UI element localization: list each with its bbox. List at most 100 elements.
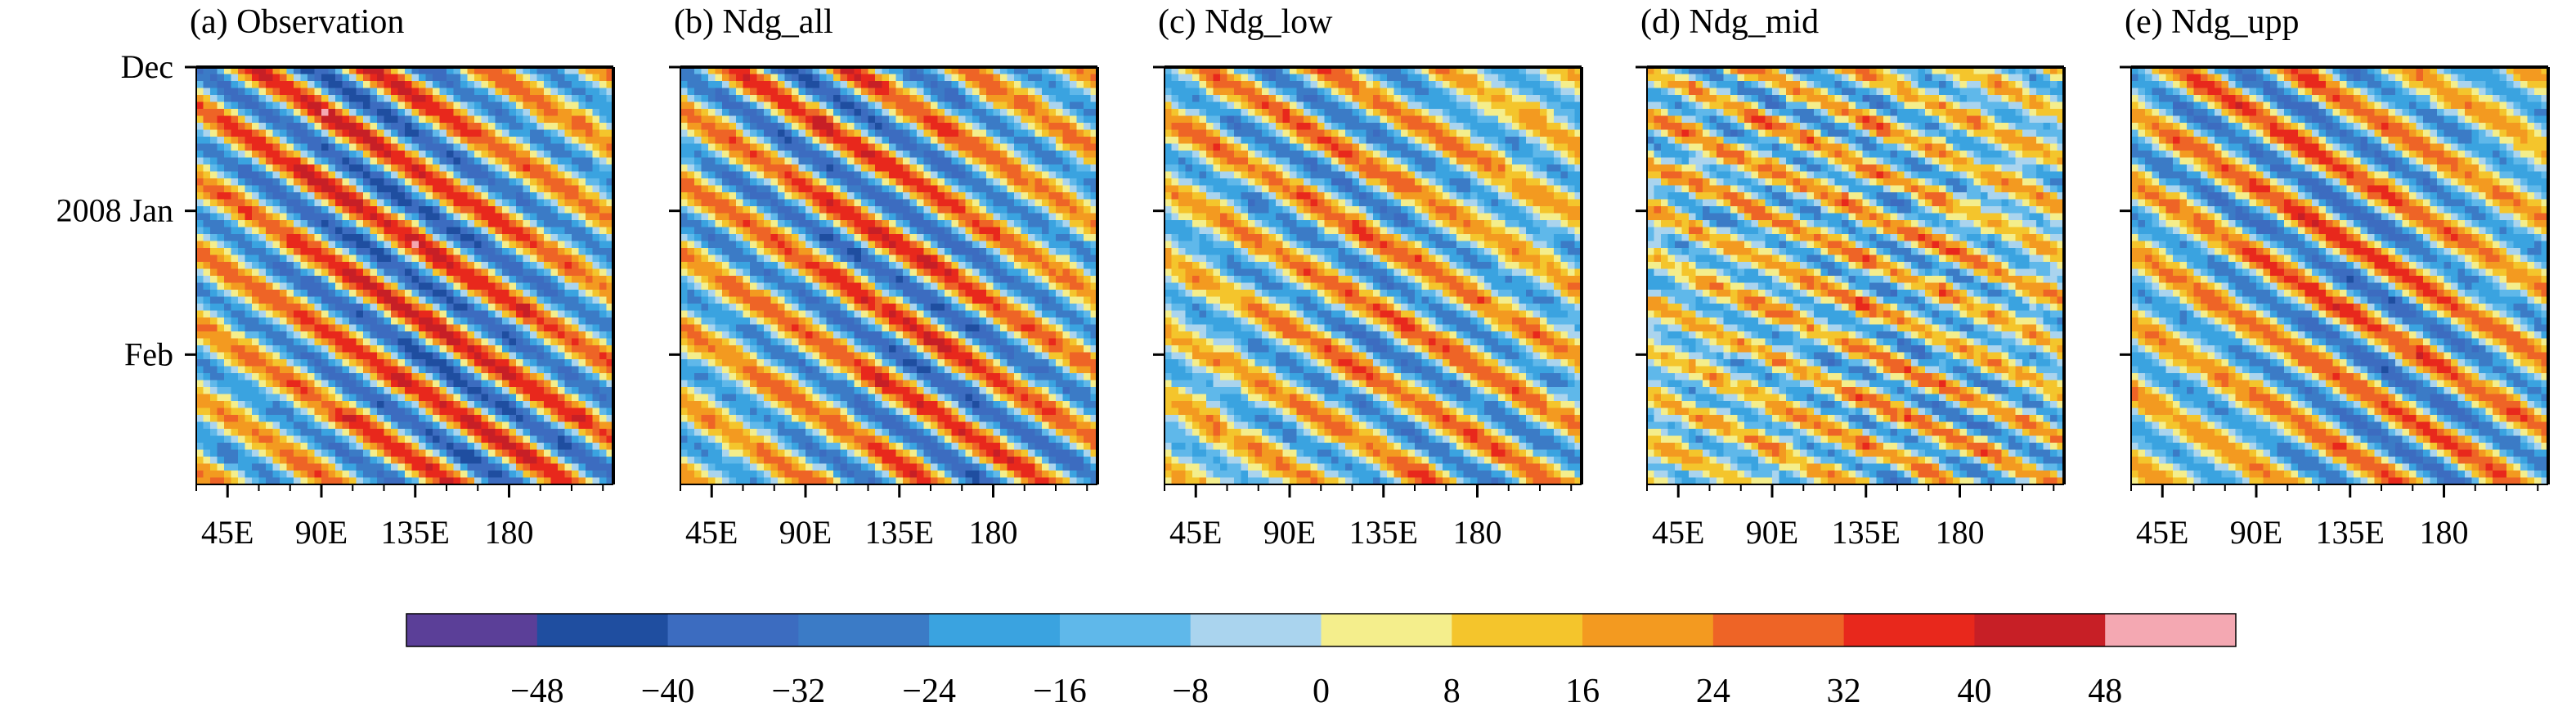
field-cell <box>509 115 517 124</box>
field-cell <box>439 471 447 479</box>
field-cell <box>917 74 925 82</box>
field-cell <box>530 129 538 137</box>
field-cell <box>516 290 524 298</box>
field-cell <box>502 457 510 465</box>
field-cell <box>300 268 308 277</box>
field-cell <box>951 185 959 193</box>
field-cell <box>592 254 600 263</box>
field-cell <box>481 282 489 290</box>
field-cell <box>854 164 862 173</box>
field-cell <box>488 331 496 340</box>
field-cell <box>217 185 225 193</box>
field-cell <box>405 345 413 353</box>
field-cell <box>1062 81 1070 89</box>
field-cell <box>606 123 613 131</box>
field-cell <box>882 129 890 137</box>
field-cell <box>495 164 503 173</box>
field-cell <box>356 109 364 117</box>
field-cell <box>474 254 482 263</box>
field-cell <box>592 477 600 484</box>
field-cell <box>280 227 288 235</box>
field-cell <box>258 220 267 228</box>
field-cell <box>370 429 378 437</box>
field-cell <box>349 254 357 263</box>
field-cell <box>405 171 413 179</box>
field-cell <box>509 435 517 444</box>
field-cell <box>495 290 503 298</box>
field-cell <box>258 67 267 75</box>
field-cell <box>474 331 482 340</box>
field-cell <box>224 317 232 326</box>
field-cell <box>377 213 385 221</box>
field-cell <box>433 421 441 430</box>
field-cell <box>447 199 455 207</box>
field-cell <box>328 262 336 270</box>
field-cell <box>715 74 723 82</box>
field-cell <box>474 394 482 402</box>
field-cell <box>363 109 371 117</box>
field-cell <box>578 220 586 228</box>
field-cell <box>701 137 709 145</box>
field-cell <box>405 157 413 165</box>
field-cell <box>488 74 496 82</box>
field-cell <box>750 151 758 159</box>
field-cell <box>433 185 441 193</box>
field-cell <box>1042 137 1050 145</box>
field-cell <box>272 304 280 312</box>
field-cell <box>965 101 973 110</box>
field-cell <box>481 401 489 409</box>
field-cell <box>439 331 447 340</box>
field-cell <box>453 109 461 117</box>
field-cell <box>363 290 371 298</box>
field-cell <box>258 185 267 193</box>
field-cell <box>937 185 945 193</box>
field-cell <box>210 95 218 103</box>
field-cell <box>530 304 538 312</box>
field-cell <box>411 290 420 298</box>
field-cell <box>1048 199 1057 207</box>
field-cell <box>252 310 260 318</box>
field-cell <box>356 352 364 360</box>
field-cell <box>217 254 225 263</box>
field-cell <box>694 137 702 145</box>
field-cell <box>252 129 260 137</box>
field-cell <box>307 137 316 145</box>
field-cell <box>356 129 364 137</box>
field-cell <box>397 310 406 318</box>
field-cell <box>294 213 302 221</box>
field-cell <box>203 282 211 290</box>
field-cell <box>750 67 758 75</box>
field-cell <box>1048 115 1057 124</box>
field-cell <box>945 178 953 187</box>
field-cell <box>224 429 232 437</box>
field-cell <box>770 206 779 214</box>
field-cell <box>391 282 399 290</box>
field-cell <box>606 345 613 353</box>
field-cell <box>467 157 475 165</box>
field-cell <box>481 115 489 124</box>
field-cell <box>937 74 945 82</box>
field-cell <box>875 213 883 221</box>
field-cell <box>238 435 246 444</box>
field-cell <box>286 185 294 193</box>
field-cell <box>840 192 848 200</box>
field-cell <box>210 115 218 124</box>
field-cell <box>586 81 594 89</box>
field-cell <box>502 220 510 228</box>
field-cell <box>280 192 288 200</box>
field-cell <box>224 276 232 284</box>
field-cell <box>405 443 413 451</box>
field-cell <box>909 220 918 228</box>
field-cell <box>923 123 931 131</box>
field-cell <box>245 227 253 235</box>
field-cell <box>599 206 608 214</box>
field-cell <box>1056 115 1064 124</box>
field-cell <box>495 415 503 423</box>
field-cell <box>245 282 253 290</box>
field-cell <box>1028 95 1036 103</box>
field-cell <box>384 387 392 395</box>
field-cell <box>425 81 433 89</box>
field-cell <box>467 449 475 457</box>
field-cell <box>572 88 580 96</box>
field-cell <box>895 123 904 131</box>
